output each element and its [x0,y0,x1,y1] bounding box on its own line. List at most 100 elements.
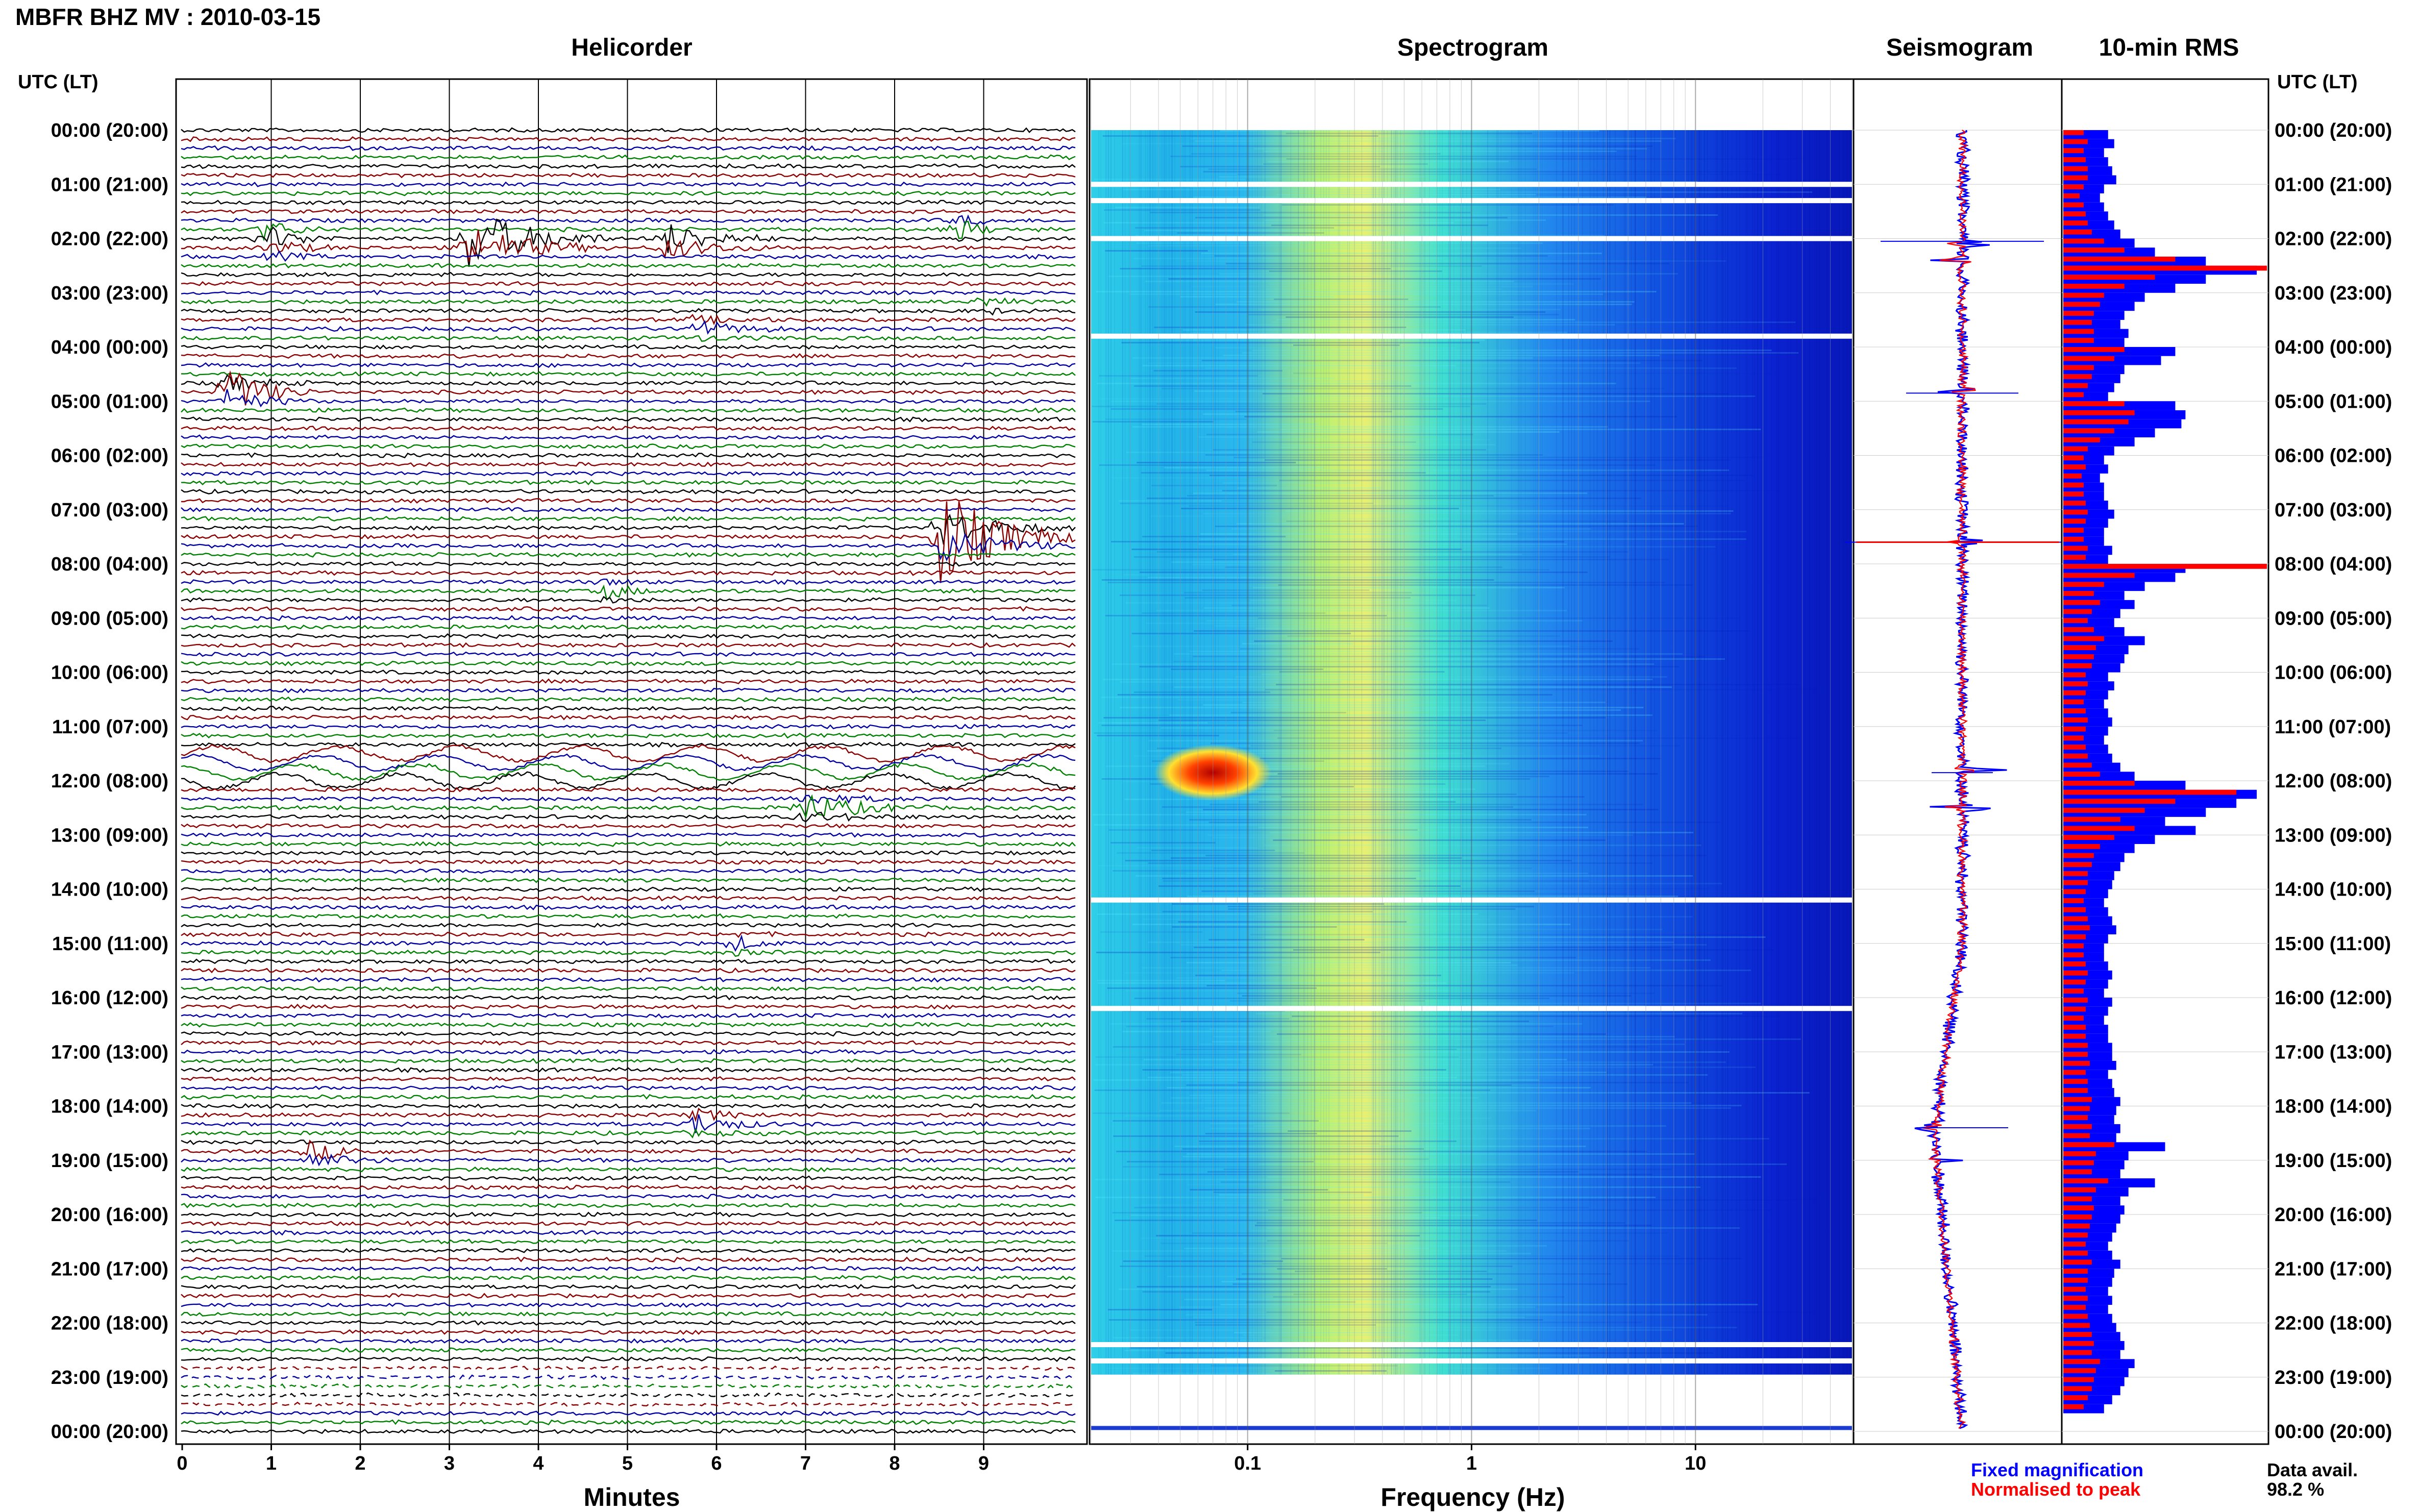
spectrogram-streak [1176,977,1434,979]
helicorder-trace [181,515,1076,522]
spectrogram-streak [1295,1271,1487,1272]
helicorder-trace [181,850,1076,856]
spectrogram-streak [1279,671,1445,673]
spectrogram-streak [1210,1028,1478,1030]
spectrogram-streak [1291,883,1723,884]
hour-label-left: 03:00 (23:00) [51,283,168,304]
rms-bar-normalised [2063,1160,2094,1166]
spectrogram-streak [1178,921,1407,923]
spectrogram-streak [1213,559,1669,560]
helicorder-trace [181,470,1076,477]
spectrogram-streak [1269,270,1442,272]
spectrogram-streak [1143,919,1490,920]
spectrogram-streak [1271,225,1488,226]
rms-bar-normalised [2063,383,2088,388]
helicorder-trace [181,696,1076,703]
spectrogram-streak [1156,610,1567,611]
rms-bar-normalised [2063,1169,2092,1175]
helicorder-trace [181,434,1076,440]
helicorder-trace [181,1256,1076,1263]
hour-label-right: 09:00 (05:00) [2275,608,2392,629]
spectrogram-streak [1215,304,1632,305]
spectrogram-streak [1162,878,1416,879]
helicorder-trace [181,967,1076,974]
rms-bar-normalised [2063,518,2086,524]
spectrogram-streak [1287,635,1560,637]
spectrogram-streak [1192,564,1389,565]
spectrogram-streak [1223,355,1660,356]
spectrogram-streak [1280,447,1390,448]
spectrogram-streak [1132,1373,1378,1374]
spectrogram-streak [1186,260,1726,262]
spectrogram-streak [1223,753,1464,754]
spectrogram-streak [1118,500,1222,502]
spectrogram-streak [1142,1291,1491,1293]
spectrogram-streak [1288,1003,1761,1004]
spectrogram-streak [1174,1146,1586,1147]
spectrogram-streak [1132,357,1533,359]
helicorder-trace [181,1229,1076,1236]
spectrogram-streak [1191,153,1441,155]
rms-bar-normalised [2063,265,2267,271]
spectrogram-streak [1117,852,1304,854]
rms-bar-normalised [2063,1060,2090,1066]
spectrogram-streak [1162,911,1373,912]
rms-bar-normalised [2063,347,2125,352]
spectrogram-streak [1187,1184,1451,1185]
spectrogram-streak [1125,990,1451,992]
hour-label-left: 16:00 (12:00) [51,987,168,1009]
helicorder-trace [181,670,1076,676]
helicorder-trace [181,263,1076,269]
helicorder-trace [181,1049,1076,1055]
helicorder-trace [181,823,1076,829]
spectrogram-streak [1133,691,1270,693]
spectrogram-streak [1221,970,1751,971]
spectrogram-streak [1263,163,1428,165]
rms-bar-normalised [2063,826,2135,831]
rms-bar-normalised [2063,491,2084,497]
spectrogram-streak [1201,890,1535,892]
spectrogram-streak [1199,1143,1379,1145]
spectrogram-streak [1187,1153,1695,1155]
helicorder-trace [181,154,1076,160]
spectrogram-streak [1281,1258,1742,1259]
helicorder-trace [181,289,1076,296]
spectrogram-streak [1241,1273,1612,1275]
spectrogram-streak [1290,439,1490,440]
hour-label-right: 02:00 (22:00) [2275,229,2392,250]
spectrogram-streak [1094,1089,1490,1091]
spectrogram-streak [1211,794,1517,795]
spectrogram-streak [1130,1347,1598,1349]
spectrogram-streak [1134,998,1550,999]
spectrogram-streak [1253,771,1629,772]
spectrogram-streak [1242,352,1799,354]
spectrogram-streak [1162,388,1665,389]
spectrogram-streak [1258,1092,1810,1094]
helicorder-trace [181,1058,1076,1064]
spectrogram-streak [1242,702,1606,703]
helicorder-trace [181,1383,1076,1390]
spectrogram-streak [1195,217,1508,218]
helicorder-trace [181,1153,1076,1167]
helicorder-trace [181,1184,1076,1191]
helicorder-trace [181,375,1076,392]
spectrogram-streak [1277,1268,1387,1270]
spectrogram-streak [1148,306,1441,308]
hour-label-right: 14:00 (10:00) [2275,879,2392,901]
spectrogram-streak [1292,1015,1783,1017]
spectrogram-streak [1237,1082,1689,1083]
helicorder-trace [181,904,1076,910]
spectrogram-streak [1253,587,1565,588]
spectrogram-streak [1199,1044,1685,1045]
helicorder-trace [181,678,1076,684]
spectrogram-streak [1106,1368,1550,1369]
helicorder-trace [181,507,1076,513]
hour-label-right: 18:00 (14:00) [2275,1096,2392,1118]
spectrogram-streak [1181,508,1459,509]
rms-bar-normalised [2063,672,2086,678]
hour-label-left: 20:00 (16:00) [51,1204,168,1226]
helicorder-trace [181,218,1076,267]
rms-bar-normalised [2063,1313,2088,1319]
spectrogram-streak [1264,219,1546,221]
spectrogram-streak [1210,1128,1591,1129]
